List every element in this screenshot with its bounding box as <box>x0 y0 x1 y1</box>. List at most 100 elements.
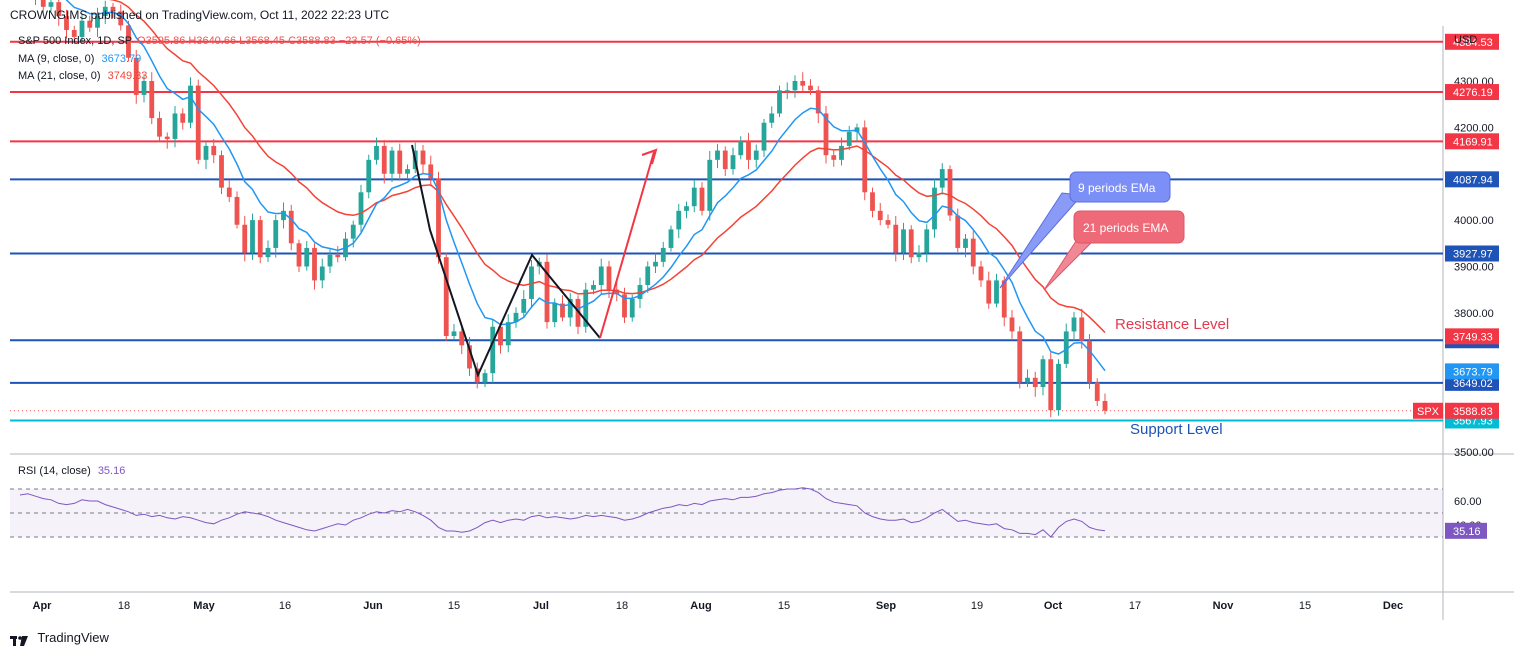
candle-body <box>699 187 705 211</box>
rsi-value-badge-label: 35.16 <box>1453 526 1481 538</box>
candle-body <box>482 373 488 383</box>
ma21-line <box>108 0 1106 334</box>
candle-body <box>133 57 139 95</box>
ma9-line <box>65 0 1106 372</box>
candle-body <box>467 345 472 369</box>
resistance-level-label: Resistance Level <box>1115 316 1229 333</box>
rsi-label: RSI (14, close) <box>18 465 91 477</box>
candle-body <box>916 252 922 258</box>
price-tick-label: 4000.00 <box>1454 215 1494 227</box>
zigzag-pattern-line <box>411 144 601 378</box>
time-axis-label: 15 <box>778 600 790 612</box>
ema9-callout-box <box>1069 171 1171 203</box>
time-axis-label: 18 <box>118 600 130 612</box>
rsi-legend[interactable]: RSI (14, close) 35.16 <box>18 465 125 477</box>
price-tick-label: 3500.00 <box>1454 447 1494 459</box>
candle-body <box>831 155 837 160</box>
level-price-badge-label: 3649.02 <box>1453 378 1493 390</box>
candle-body <box>800 81 806 86</box>
candle-body <box>195 85 201 160</box>
candle-body <box>79 20 85 37</box>
candle-body <box>436 178 441 258</box>
candle-body <box>777 90 782 114</box>
ma9-legend[interactable]: MA (9, close, 0) 3673.79 <box>18 53 141 65</box>
candle-body <box>583 289 589 327</box>
candle-body <box>970 238 976 267</box>
candle-body <box>660 247 666 262</box>
bullish-arrowhead <box>641 148 658 165</box>
candle-body <box>808 85 813 91</box>
time-axis-label: 16 <box>279 600 291 612</box>
candle-body <box>738 141 744 156</box>
candle-body <box>1017 331 1023 383</box>
candle-body <box>1102 400 1108 411</box>
candle-body <box>839 145 844 160</box>
ma21-label: MA (21, close, 0) <box>18 70 101 82</box>
candle-body <box>544 261 550 323</box>
candle-body <box>1009 317 1015 332</box>
candle-body <box>792 81 798 91</box>
time-axis-label: Jul <box>533 600 549 612</box>
price-badge-label: 3673.79 <box>1453 366 1493 378</box>
candle-body <box>1087 340 1092 383</box>
candle-body <box>71 29 77 37</box>
symbol-badge-label: SPX <box>1417 406 1440 418</box>
candle-body <box>56 2 62 17</box>
ma9-value: 3673.79 <box>101 53 142 65</box>
ema21-callout-pointer <box>1043 237 1096 291</box>
ma21-value: 3749.33 <box>107 70 148 82</box>
candle-body <box>730 155 736 170</box>
candle-body <box>358 192 364 225</box>
candle-body <box>598 266 604 286</box>
candle-body <box>947 169 953 216</box>
candle-body <box>118 11 124 26</box>
candle-body <box>381 145 387 174</box>
time-axis-label: 19 <box>971 600 983 612</box>
candle-body <box>567 298 573 318</box>
level-price-badge-label: 4276.19 <box>1453 87 1493 99</box>
candle-body <box>761 122 767 151</box>
candle-body <box>459 331 465 346</box>
candle-body <box>304 247 310 267</box>
candle-body <box>110 6 116 12</box>
candle-body <box>746 141 751 160</box>
candle-body <box>885 220 891 225</box>
candle-body <box>862 127 868 193</box>
candle-body <box>552 303 558 323</box>
candle-body <box>211 145 217 156</box>
price-tick-label: 4200.00 <box>1454 122 1494 134</box>
candle-body <box>846 132 852 146</box>
rsi-value: 35.16 <box>97 465 126 477</box>
price-badge <box>1445 363 1499 380</box>
candle-body <box>1025 377 1030 383</box>
candle-body <box>591 285 596 290</box>
ma21-legend[interactable]: MA (21, close, 0) 3749.33 <box>18 70 147 82</box>
candle-body <box>288 210 294 244</box>
time-axis-label: 18 <box>616 600 628 612</box>
candle-body <box>629 298 635 318</box>
candle-body <box>676 210 682 230</box>
rsi-tick-label: 60.00 <box>1454 496 1482 508</box>
candle-body <box>870 192 875 211</box>
price-badge <box>1445 402 1499 419</box>
symbol-badge <box>1413 402 1443 419</box>
candle-body <box>606 266 612 290</box>
candles-group <box>35 0 1108 418</box>
candle-body <box>505 322 511 346</box>
candle-body <box>823 113 829 156</box>
symbol-legend[interactable]: S&P 500 Index, 1D, SP O3595.86 H3640.66 … <box>18 35 421 47</box>
candle-body <box>622 294 627 318</box>
candle-body <box>963 238 968 248</box>
candle-body <box>575 298 581 327</box>
candle-body <box>350 224 356 239</box>
time-axis-label: Sep <box>876 600 896 612</box>
candle-body <box>722 150 728 170</box>
candle-body <box>986 280 992 304</box>
candle-body <box>234 196 240 225</box>
candle-body <box>389 150 395 174</box>
tradingview-brand[interactable]: TradingView <box>10 630 109 646</box>
ema9-callout-label: 9 periods EMa <box>1078 181 1156 195</box>
price-badge-label: 3588.83 <box>1453 406 1493 418</box>
time-axis-label: Oct <box>1044 600 1063 612</box>
